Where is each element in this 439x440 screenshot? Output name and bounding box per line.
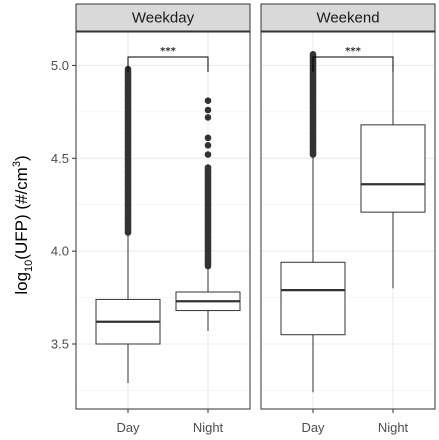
y-axis-title-prefix: log [12, 272, 31, 295]
y-axis-title-superscript: 3 [11, 161, 23, 167]
panel-background [76, 32, 250, 409]
outlier-point [204, 151, 212, 158]
x-tick-label-day: Day [301, 420, 325, 435]
facet-label-weekend: Weekend [316, 10, 379, 27]
significance-bracket: *** [312, 46, 394, 72]
panel-background [261, 32, 435, 409]
bracket-line [127, 56, 209, 72]
outlier-point [309, 50, 317, 58]
y-tick-label: 3.5 [51, 337, 69, 352]
y-axis-title-suffix: ) [12, 155, 31, 161]
box-weekend-night [360, 69, 426, 289]
y-tick-label: 4.5 [51, 151, 69, 166]
outlier-point [204, 134, 212, 142]
panel-border [75, 31, 251, 410]
box-iqr [360, 124, 426, 213]
outlier-point [204, 164, 212, 171]
outlier-point [204, 106, 212, 114]
outlier-point [204, 97, 212, 105]
y-axis-title: log10(UFP) (#/cm3) [11, 155, 35, 294]
facet-strip-weekend [260, 3, 436, 32]
x-tick-label-night: Night [378, 420, 409, 435]
significance-label: *** [160, 46, 176, 57]
outlier-point [204, 114, 212, 121]
box-weekday-day [95, 65, 161, 383]
outlier-point [204, 141, 212, 149]
x-tick-label-day: Day [116, 420, 140, 435]
facet-strip-weekday [75, 3, 251, 32]
y-tick-label: 5.0 [51, 58, 69, 73]
significance-bracket: *** [127, 46, 209, 72]
facet-label-weekday: Weekday [132, 10, 195, 27]
box-iqr [280, 261, 346, 336]
panel-border [260, 31, 436, 410]
y-tick-label: 4.0 [51, 244, 69, 259]
x-tick-label-night: Night [193, 420, 224, 435]
bracket-line [312, 56, 394, 72]
y-axis-title-subscript: 10 [23, 260, 35, 272]
box-weekday-night [175, 97, 241, 331]
y-axis-title-middle: (UFP) (#/cm [12, 167, 31, 260]
box-weekend-day [280, 50, 346, 393]
significance-label: *** [345, 46, 361, 57]
